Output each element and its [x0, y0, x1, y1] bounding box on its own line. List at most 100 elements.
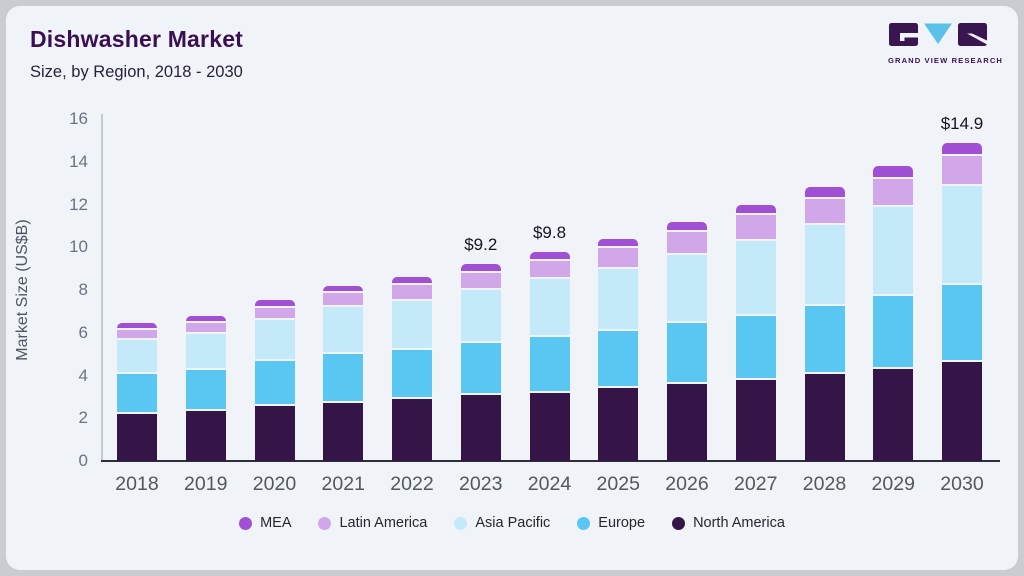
gvr-logo: GRAND VIEW RESEARCH [888, 22, 1002, 65]
bar-segment-asia-pacific [942, 186, 982, 283]
legend-label: Europe [598, 515, 646, 531]
chart-title: Dishwasher Market [30, 26, 244, 52]
bar-segment-latin-america [667, 232, 707, 253]
x-tick-label: 2021 [321, 473, 365, 495]
y-tick-label: 2 [78, 408, 88, 428]
bar-value-label: $9.2 [464, 235, 498, 255]
chart-subtitle: Size, by Region, 2018 - 2030 [30, 63, 243, 81]
bar-segment-latin-america [942, 156, 982, 185]
bar-segment-latin-america [598, 248, 639, 267]
bar-segment-mea [598, 238, 639, 247]
bar-segment-north-america [460, 394, 501, 461]
bar-segment-mea [323, 285, 364, 292]
x-tick-label: 2023 [459, 473, 503, 495]
legend-label: Asia Pacific [475, 515, 551, 531]
bar-segment-latin-america [254, 308, 295, 318]
legend-item-europe: Europe [577, 515, 645, 531]
bar-segment-asia-pacific [529, 279, 570, 336]
chart-legend: MEA Latin America Asia Pacific Europe North … [0, 515, 1024, 531]
legend-dot-icon [672, 516, 686, 530]
bar-value-label: $9.8 [532, 222, 567, 242]
bar-segment-asia-pacific [598, 268, 639, 329]
x-tick-label: 2025 [596, 473, 640, 495]
x-tick-label: 2024 [527, 473, 572, 495]
bar-segment-mea [254, 299, 295, 307]
y-tick-label: 10 [69, 237, 88, 257]
bar-segment-mea [529, 251, 570, 260]
bar-segment-north-america [804, 374, 845, 461]
bar-segment-latin-america [804, 199, 845, 223]
bar-segment-mea [804, 187, 845, 198]
bar-segment-north-america [667, 384, 707, 461]
bar-segment-north-america [873, 369, 914, 461]
gvr-logo-icon [889, 23, 987, 46]
x-tick-label: 2027 [734, 473, 778, 495]
y-axis-title: Market Size (US$B) [14, 219, 31, 361]
bar-segment-europe [117, 374, 157, 412]
bar-segment-asia-pacific [392, 300, 432, 348]
legend-label: MEA [260, 515, 292, 531]
y-tick-label: 6 [78, 322, 88, 342]
bar-segment-latin-america [735, 215, 776, 239]
y-tick-label: 8 [78, 280, 88, 299]
bar-segment-europe [323, 354, 364, 402]
bar-segment-mea [667, 221, 707, 231]
bar-segment-asia-pacific [254, 319, 295, 359]
bar-segment-europe [460, 343, 501, 393]
x-axis-line [101, 460, 1000, 462]
bar-segment-north-america [942, 361, 982, 461]
bar-segment-latin-america [873, 178, 914, 205]
bar-segment-north-america [117, 413, 157, 461]
x-tick-label: 2026 [665, 473, 709, 495]
bar-segment-europe [942, 284, 982, 360]
bar-segment-mea [460, 264, 501, 271]
legend-dot-icon [454, 516, 468, 530]
bar-segment-asia-pacific [804, 224, 845, 305]
bar-segment-north-america [392, 399, 432, 461]
bar-segment-europe [185, 370, 226, 409]
bar-segment-mea [873, 166, 914, 177]
bar-segment-europe [873, 296, 914, 368]
legend-dot-icon [239, 516, 253, 530]
legend-item-north-america: North America [672, 515, 785, 531]
bar-segment-north-america [185, 410, 226, 461]
chart-card [6, 6, 1018, 570]
y-tick-label: 14 [69, 151, 88, 171]
x-tick-label: 2030 [940, 473, 984, 495]
bar-segment-europe [598, 330, 639, 387]
bar-segment-europe [667, 323, 707, 383]
bar-value-label: $14.9 [940, 113, 984, 133]
legend-label: North America [693, 515, 785, 531]
bar-segment-europe [254, 360, 295, 405]
bar-segment-latin-america [117, 329, 157, 339]
y-axis-line [101, 114, 103, 461]
x-tick-label: 2020 [252, 473, 297, 495]
bar-segment-mea [942, 142, 982, 155]
bar-segment-north-america [529, 392, 570, 461]
x-tick-label: 2022 [390, 473, 434, 495]
legend-item-mea: MEA [239, 515, 291, 531]
y-tick-label: 16 [69, 109, 88, 128]
bar-segment-latin-america [529, 261, 570, 278]
bar-segment-north-america [323, 403, 364, 461]
legend-dot-icon [318, 516, 332, 530]
legend-item-asia-pacific: Asia Pacific [454, 515, 550, 531]
bar-segment-latin-america [392, 284, 432, 299]
bar-segment-asia-pacific [667, 254, 707, 322]
bar-segment-asia-pacific [460, 290, 501, 342]
bar-segment-north-america [254, 406, 295, 461]
bar-segment-asia-pacific [117, 340, 157, 373]
bar-segment-asia-pacific [735, 240, 776, 314]
bar-segment-latin-america [185, 323, 226, 332]
bar-segment-europe [392, 349, 432, 397]
bar-segment-latin-america [323, 293, 364, 306]
y-tick-label: 4 [78, 365, 88, 385]
bar-segment-mea [392, 277, 432, 283]
y-tick-label: 0 [78, 451, 88, 470]
bar-segment-north-america [598, 388, 639, 461]
bar-segment-mea [117, 323, 157, 328]
bar-segment-europe [804, 306, 845, 373]
bar-segment-asia-pacific [873, 206, 914, 295]
legend-item-latin-america: Latin America [318, 515, 427, 531]
legend-label: Latin America [339, 515, 428, 531]
